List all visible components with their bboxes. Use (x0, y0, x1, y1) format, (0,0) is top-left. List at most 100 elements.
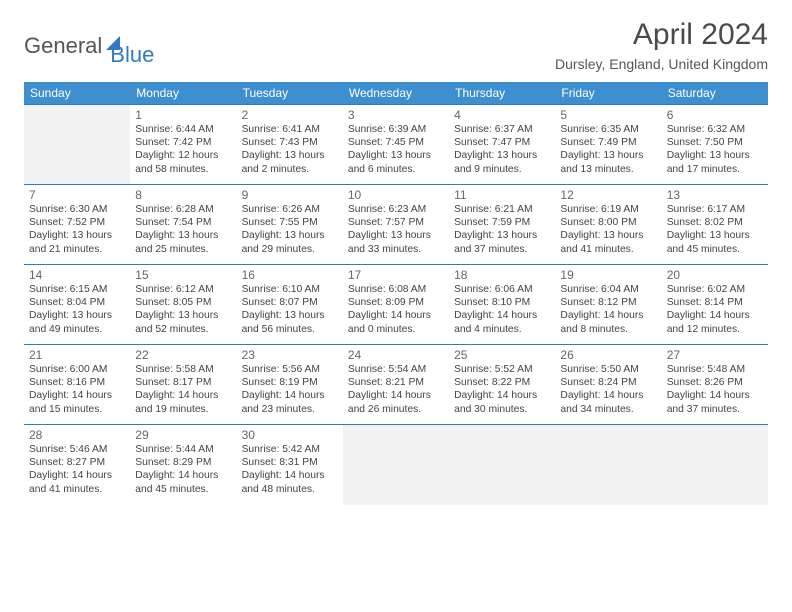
day-header: Monday (130, 82, 236, 105)
sunset-text: Sunset: 8:10 PM (454, 296, 550, 309)
sunrise-text: Sunrise: 6:44 AM (135, 123, 231, 136)
calendar-cell: 24Sunrise: 5:54 AMSunset: 8:21 PMDayligh… (343, 345, 449, 425)
sunset-text: Sunset: 8:12 PM (560, 296, 656, 309)
sunset-text: Sunset: 7:47 PM (454, 136, 550, 149)
daylight-text-2: and 4 minutes. (454, 323, 550, 336)
day-info: Sunrise: 6:21 AMSunset: 7:59 PMDaylight:… (454, 203, 550, 256)
calendar-cell: 25Sunrise: 5:52 AMSunset: 8:22 PMDayligh… (449, 345, 555, 425)
calendar-cell: 28Sunrise: 5:46 AMSunset: 8:27 PMDayligh… (24, 425, 130, 505)
day-number: 28 (29, 428, 125, 442)
sunset-text: Sunset: 8:14 PM (667, 296, 763, 309)
sunset-text: Sunset: 8:31 PM (242, 456, 338, 469)
sunrise-text: Sunrise: 5:46 AM (29, 443, 125, 456)
daylight-text-1: Daylight: 14 hours (667, 309, 763, 322)
day-info: Sunrise: 6:37 AMSunset: 7:47 PMDaylight:… (454, 123, 550, 176)
day-number: 29 (135, 428, 231, 442)
daylight-text-2: and 15 minutes. (29, 403, 125, 416)
daylight-text-1: Daylight: 14 hours (560, 309, 656, 322)
calendar-cell-blank (662, 425, 768, 505)
day-number: 7 (29, 188, 125, 202)
day-info: Sunrise: 5:44 AMSunset: 8:29 PMDaylight:… (135, 443, 231, 496)
day-number: 4 (454, 108, 550, 122)
calendar-week-row: 1Sunrise: 6:44 AMSunset: 7:42 PMDaylight… (24, 105, 768, 185)
daylight-text-1: Daylight: 13 hours (348, 149, 444, 162)
day-header: Saturday (662, 82, 768, 105)
calendar-week-row: 28Sunrise: 5:46 AMSunset: 8:27 PMDayligh… (24, 425, 768, 505)
calendar-cell-blank (343, 425, 449, 505)
calendar-cell: 26Sunrise: 5:50 AMSunset: 8:24 PMDayligh… (555, 345, 661, 425)
daylight-text-2: and 41 minutes. (560, 243, 656, 256)
day-info: Sunrise: 6:28 AMSunset: 7:54 PMDaylight:… (135, 203, 231, 256)
sunrise-text: Sunrise: 6:08 AM (348, 283, 444, 296)
header: General Blue April 2024 Dursley, England… (24, 18, 768, 72)
day-info: Sunrise: 6:30 AMSunset: 7:52 PMDaylight:… (29, 203, 125, 256)
sunrise-text: Sunrise: 5:54 AM (348, 363, 444, 376)
calendar-cell: 17Sunrise: 6:08 AMSunset: 8:09 PMDayligh… (343, 265, 449, 345)
daylight-text-2: and 29 minutes. (242, 243, 338, 256)
daylight-text-1: Daylight: 14 hours (667, 389, 763, 402)
sunrise-text: Sunrise: 6:17 AM (667, 203, 763, 216)
sunrise-text: Sunrise: 6:06 AM (454, 283, 550, 296)
sunrise-text: Sunrise: 6:39 AM (348, 123, 444, 136)
daylight-text-1: Daylight: 13 hours (454, 229, 550, 242)
day-info: Sunrise: 6:44 AMSunset: 7:42 PMDaylight:… (135, 123, 231, 176)
month-title: April 2024 (555, 18, 768, 52)
day-header: Friday (555, 82, 661, 105)
day-number: 16 (242, 268, 338, 282)
sunset-text: Sunset: 7:43 PM (242, 136, 338, 149)
sunrise-text: Sunrise: 6:37 AM (454, 123, 550, 136)
sunset-text: Sunset: 8:09 PM (348, 296, 444, 309)
daylight-text-1: Daylight: 13 hours (667, 229, 763, 242)
daylight-text-1: Daylight: 14 hours (454, 309, 550, 322)
daylight-text-2: and 37 minutes. (667, 403, 763, 416)
sunrise-text: Sunrise: 5:42 AM (242, 443, 338, 456)
daylight-text-1: Daylight: 14 hours (135, 469, 231, 482)
day-header: Thursday (449, 82, 555, 105)
day-number: 21 (29, 348, 125, 362)
day-info: Sunrise: 6:04 AMSunset: 8:12 PMDaylight:… (560, 283, 656, 336)
calendar-cell: 20Sunrise: 6:02 AMSunset: 8:14 PMDayligh… (662, 265, 768, 345)
daylight-text-1: Daylight: 14 hours (29, 469, 125, 482)
day-number: 14 (29, 268, 125, 282)
daylight-text-1: Daylight: 14 hours (29, 389, 125, 402)
daylight-text-2: and 2 minutes. (242, 163, 338, 176)
day-number: 8 (135, 188, 231, 202)
logo-text-part1: General (24, 33, 102, 59)
daylight-text-2: and 12 minutes. (667, 323, 763, 336)
calendar-table: SundayMondayTuesdayWednesdayThursdayFrid… (24, 82, 768, 505)
day-header: Wednesday (343, 82, 449, 105)
sunset-text: Sunset: 8:21 PM (348, 376, 444, 389)
sunrise-text: Sunrise: 6:41 AM (242, 123, 338, 136)
day-number: 19 (560, 268, 656, 282)
day-info: Sunrise: 5:52 AMSunset: 8:22 PMDaylight:… (454, 363, 550, 416)
calendar-cell: 11Sunrise: 6:21 AMSunset: 7:59 PMDayligh… (449, 185, 555, 265)
sunset-text: Sunset: 8:22 PM (454, 376, 550, 389)
calendar-cell: 14Sunrise: 6:15 AMSunset: 8:04 PMDayligh… (24, 265, 130, 345)
calendar-cell: 8Sunrise: 6:28 AMSunset: 7:54 PMDaylight… (130, 185, 236, 265)
day-info: Sunrise: 5:42 AMSunset: 8:31 PMDaylight:… (242, 443, 338, 496)
daylight-text-2: and 17 minutes. (667, 163, 763, 176)
calendar-body: 1Sunrise: 6:44 AMSunset: 7:42 PMDaylight… (24, 105, 768, 505)
sunset-text: Sunset: 7:59 PM (454, 216, 550, 229)
sunset-text: Sunset: 8:26 PM (667, 376, 763, 389)
sunrise-text: Sunrise: 6:21 AM (454, 203, 550, 216)
daylight-text-1: Daylight: 14 hours (348, 309, 444, 322)
day-info: Sunrise: 6:12 AMSunset: 8:05 PMDaylight:… (135, 283, 231, 336)
day-info: Sunrise: 6:32 AMSunset: 7:50 PMDaylight:… (667, 123, 763, 176)
day-info: Sunrise: 5:58 AMSunset: 8:17 PMDaylight:… (135, 363, 231, 416)
title-block: April 2024 Dursley, England, United King… (555, 18, 768, 72)
day-header: Sunday (24, 82, 130, 105)
calendar-cell: 3Sunrise: 6:39 AMSunset: 7:45 PMDaylight… (343, 105, 449, 185)
sunset-text: Sunset: 8:16 PM (29, 376, 125, 389)
calendar-cell: 29Sunrise: 5:44 AMSunset: 8:29 PMDayligh… (130, 425, 236, 505)
sunset-text: Sunset: 8:07 PM (242, 296, 338, 309)
sunrise-text: Sunrise: 5:56 AM (242, 363, 338, 376)
daylight-text-1: Daylight: 14 hours (135, 389, 231, 402)
daylight-text-1: Daylight: 13 hours (348, 229, 444, 242)
daylight-text-2: and 26 minutes. (348, 403, 444, 416)
day-info: Sunrise: 6:19 AMSunset: 8:00 PMDaylight:… (560, 203, 656, 256)
daylight-text-1: Daylight: 14 hours (242, 389, 338, 402)
daylight-text-1: Daylight: 14 hours (560, 389, 656, 402)
calendar-week-row: 7Sunrise: 6:30 AMSunset: 7:52 PMDaylight… (24, 185, 768, 265)
daylight-text-2: and 45 minutes. (667, 243, 763, 256)
